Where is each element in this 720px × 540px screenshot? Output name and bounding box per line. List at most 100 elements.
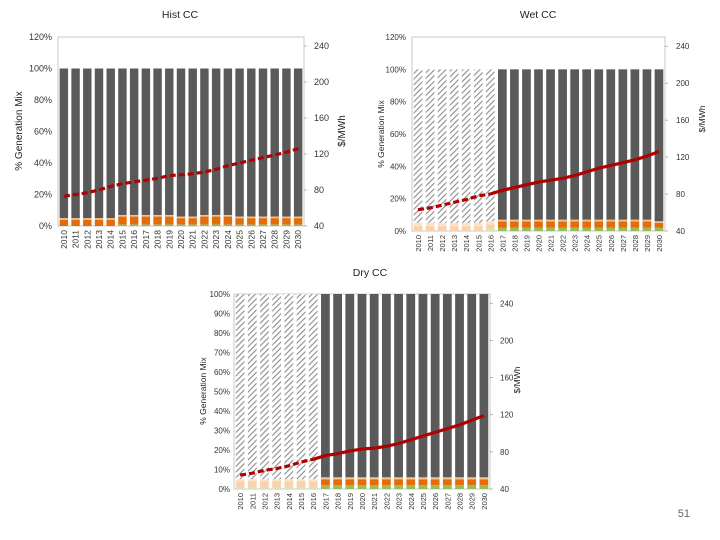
y-axis-title: % Generation Mix — [376, 99, 386, 167]
bar-segment — [442, 294, 452, 478]
bar-segment — [455, 477, 464, 480]
y-tick-label: 50% — [214, 388, 230, 397]
y2-tick-label: 160 — [676, 116, 690, 125]
bar-segment — [272, 487, 282, 489]
y2-tick-label: 120 — [314, 149, 329, 159]
bar-segment — [406, 294, 416, 478]
bar-segment — [296, 479, 306, 482]
x-tick-label: 2017 — [498, 235, 507, 252]
bar-segment — [333, 479, 343, 486]
bar-segment — [618, 219, 628, 222]
y2-tick-label: 120 — [676, 153, 690, 162]
bar-segment — [188, 68, 197, 217]
bar-segment — [558, 227, 567, 231]
bar-segment — [235, 218, 244, 225]
x-tick-label: 2014 — [106, 230, 116, 249]
bar-segment — [369, 485, 379, 489]
y-tick-label: 60% — [34, 127, 52, 137]
bar-segment — [418, 294, 428, 478]
chart-title: Hist CC — [162, 9, 199, 21]
x-tick-label: 2028 — [631, 235, 640, 252]
bar-segment — [129, 216, 139, 225]
bar-segment — [165, 68, 174, 215]
y-tick-label: 10% — [214, 466, 230, 475]
bar-segment — [321, 294, 330, 478]
x-tick-label: 2014 — [285, 493, 294, 510]
bar-segment — [235, 479, 245, 482]
y2-tick-label: 200 — [500, 336, 514, 345]
x-tick-label: 2010 — [414, 235, 423, 252]
bar-segment — [223, 214, 233, 217]
bar-segment — [59, 68, 69, 219]
x-tick-label: 2029 — [281, 230, 291, 249]
bar-segment — [510, 221, 519, 228]
bar-segment — [570, 221, 579, 228]
y-tick-label: 80% — [214, 329, 230, 338]
y2-tick-label: 120 — [500, 411, 514, 420]
x-tick-label: 2017 — [321, 493, 330, 510]
bar-segment — [546, 221, 555, 228]
x-tick-label: 2010 — [59, 230, 69, 249]
y2-tick-label: 80 — [500, 448, 509, 457]
bar-segment — [582, 69, 592, 220]
bar-segment — [406, 477, 416, 480]
bar-segment — [606, 221, 616, 228]
chart-2: Wet CC 0% 20% 40% 60% 80% 100% 120% 40 80 120 160 20… — [376, 9, 707, 252]
bar-segment — [510, 227, 519, 231]
bar-segment — [296, 481, 306, 488]
bar-segment — [606, 227, 616, 231]
x-tick-label: 2022 — [382, 493, 391, 510]
bar-segment — [606, 219, 616, 222]
bar-segment — [284, 481, 294, 488]
bar-segment — [260, 294, 269, 480]
bar-segment — [223, 216, 233, 225]
bar-segment — [642, 69, 652, 220]
bar-segment — [357, 479, 367, 486]
bar-segment — [282, 68, 291, 217]
bar-segment — [270, 224, 279, 226]
bar-segment — [247, 294, 257, 480]
bar-segment — [333, 477, 343, 480]
bar-segment — [176, 216, 186, 219]
bar-segment — [247, 218, 256, 225]
bar-segment — [293, 218, 303, 225]
y-tick-label: 120% — [386, 33, 406, 42]
y2-tick-label: 240 — [314, 41, 329, 51]
bar-segment — [461, 222, 471, 227]
bar-segment — [141, 68, 151, 215]
x-tick-label: 2010 — [236, 493, 245, 510]
bar-segment — [270, 216, 279, 219]
bar-segment — [654, 222, 664, 228]
bar-segment — [260, 487, 269, 489]
bar-segment — [467, 479, 477, 486]
bar-segment — [247, 68, 256, 217]
bar-segment — [247, 224, 256, 226]
bar-segment — [284, 294, 294, 480]
bar-segment — [498, 221, 507, 228]
x-tick-label: 2020 — [535, 235, 544, 252]
x-tick-label: 2013 — [273, 493, 282, 510]
bar-segment — [176, 224, 186, 226]
bar-segment — [345, 477, 355, 480]
bar-segment — [618, 227, 628, 231]
bar-segment — [270, 218, 279, 225]
bar-segment — [479, 294, 489, 478]
x-tick-label: 2012 — [82, 230, 92, 249]
bar-segment — [630, 227, 640, 231]
bar-segment — [141, 214, 151, 217]
bar-segment — [558, 219, 567, 222]
chart-1: Hist CC 0% 20% 40% 60% 80% 100% 120% 40 80 120 160 2… — [14, 9, 348, 249]
x-tick-label: 2011 — [426, 235, 435, 251]
bar-segment — [425, 222, 435, 227]
bar-segment — [618, 69, 628, 220]
bar-segment — [510, 219, 519, 222]
bar-segment — [485, 224, 495, 230]
bar-segment — [223, 224, 233, 226]
bar-segment — [654, 69, 664, 222]
y-tick-label: 80% — [34, 95, 52, 105]
y-tick-label: 40% — [214, 407, 230, 416]
x-tick-label: 2011 — [71, 230, 81, 249]
bar-segment — [570, 69, 579, 220]
x-tick-label: 2013 — [94, 230, 104, 249]
